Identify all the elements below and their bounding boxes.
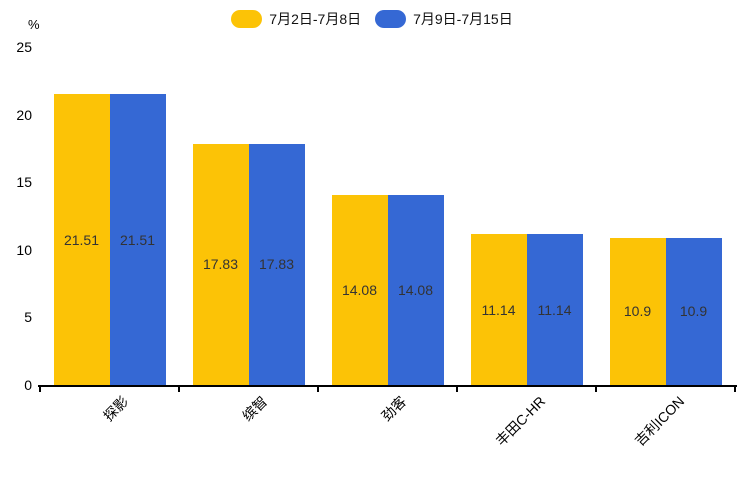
y-tick-label: 15 [16,174,32,191]
legend-label-week1: 7月2日-7月8日 [269,11,362,27]
x-axis-tick [734,387,736,392]
bar-value-label: 17.83 [202,256,239,273]
bar-7月2日-7月8日-劲客: 14.08 [331,194,388,385]
bar-7月9日-7月15日-缤智: 17.83 [248,143,305,385]
x-axis-tick [595,387,597,392]
x-axis-line [38,385,737,387]
y-tick-label: 20 [16,106,32,123]
x-tick-label-丰田C-HR: 丰田C-HR [491,393,548,449]
x-tick-label-缤智: 缤智 [238,393,270,425]
legend-swatch-yellow [231,10,263,28]
x-axis-tick [178,387,180,392]
bar-value-label: 10.9 [623,303,652,320]
y-tick-label: 0 [24,377,32,393]
bar-value-label: 11.14 [537,301,572,318]
bar-7月2日-7月8日-探影: 21.51 [53,94,110,385]
legend-item-week1[interactable]: 7月2日-7月8日 [231,9,361,29]
legend-item-week2[interactable]: 7月9日-7月15日 [375,9,513,29]
bar-value-label: 17.83 [258,256,295,273]
x-tick-label-劲客: 劲客 [377,393,409,425]
bar-value-label: 14.08 [341,281,378,298]
bar-7月9日-7月15日-吉利ICON: 10.9 [665,237,722,385]
bar-7月2日-7月8日-丰田C-HR: 11.14 [470,234,527,385]
legend-label-week2: 7月9日-7月15日 [413,11,513,27]
chart-legend: 7月2日-7月8日 7月9日-7月15日 [0,9,744,29]
bar-7月9日-7月15日-探影: 21.51 [109,94,166,385]
x-axis-tick [39,387,41,392]
bar-7月2日-7月8日-吉利ICON: 10.9 [609,237,666,385]
x-tick-label-探影: 探影 [99,393,131,425]
y-tick-label: 5 [24,309,32,326]
y-axis-unit-label: % [28,17,40,32]
bar-value-label: 10.9 [679,303,708,320]
bar-value-label: 14.08 [397,281,434,298]
x-tick-label-吉利ICON: 吉利ICON [630,393,687,449]
y-tick-label: 10 [16,241,32,258]
legend-swatch-blue [375,10,407,28]
bar-7月9日-7月15日-丰田C-HR: 11.14 [526,234,583,385]
bar-value-label: 11.14 [481,301,516,318]
y-tick-label: 25 [16,39,32,55]
x-axis-tick [317,387,319,392]
bar-value-label: 21.51 [63,231,100,248]
bar-value-label: 21.51 [119,231,156,248]
x-axis-tick [456,387,458,392]
bar-7月9日-7月15日-劲客: 14.08 [387,194,444,385]
bar-7月2日-7月8日-缤智: 17.83 [192,143,249,385]
